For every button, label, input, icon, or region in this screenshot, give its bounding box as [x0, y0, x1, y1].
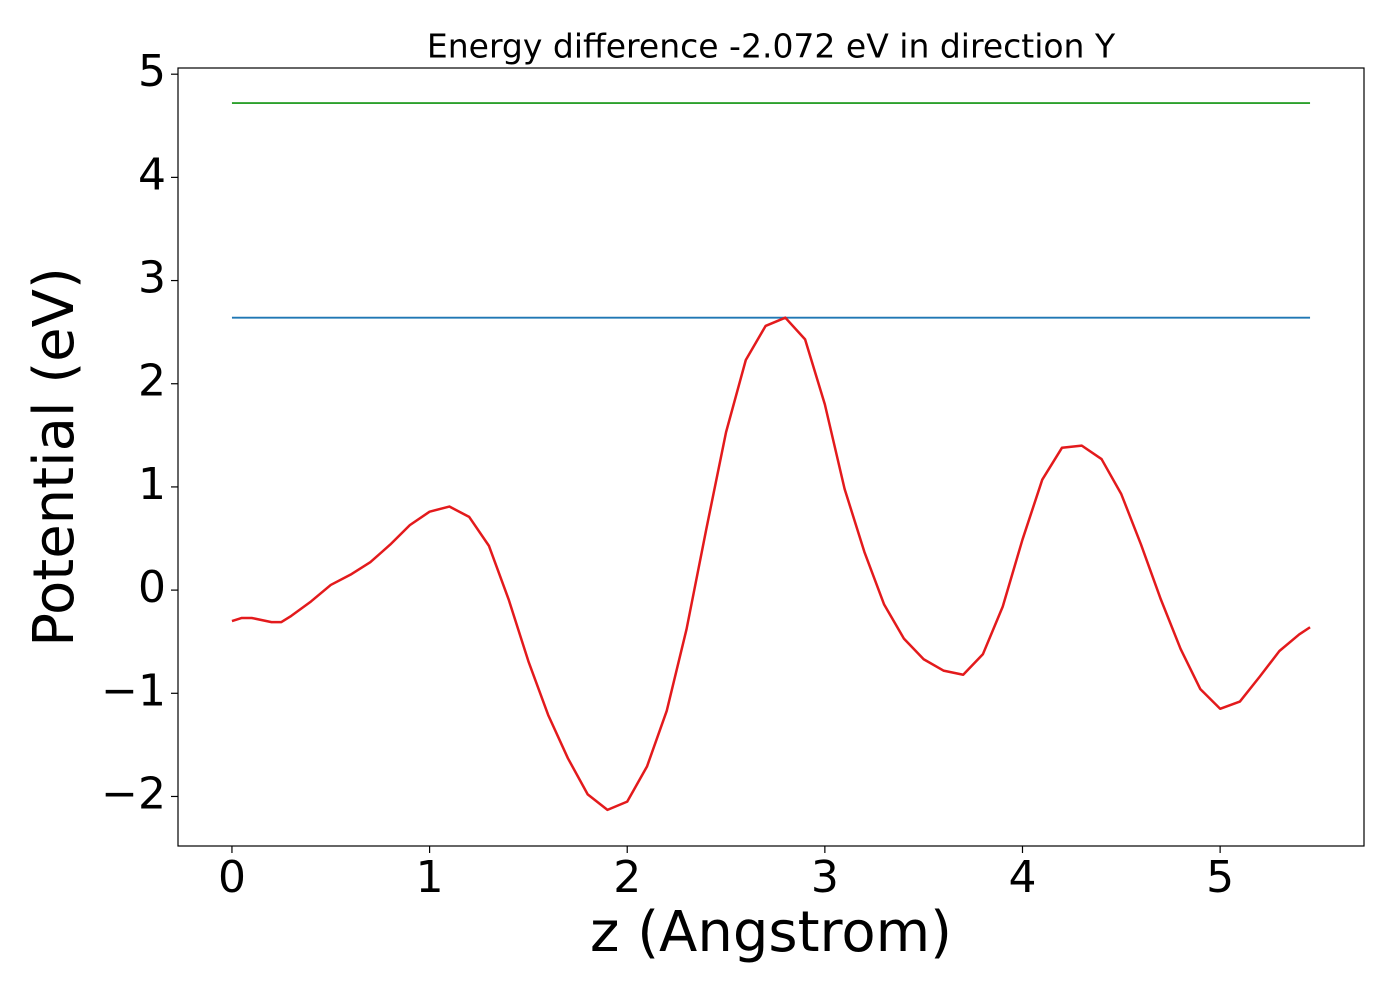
y-tick-label: 3	[138, 253, 166, 304]
x-tick-label: 1	[416, 852, 444, 903]
y-tick-label: 5	[138, 46, 166, 97]
y-axis-label: Potential (eV)	[22, 267, 87, 647]
x-tick-label: 2	[613, 852, 641, 903]
chart-title: Energy difference -2.072 eV in direction…	[427, 27, 1116, 66]
y-tick-label: −1	[101, 665, 166, 716]
x-tick-label: 5	[1206, 852, 1234, 903]
y-tick-label: 1	[138, 459, 166, 510]
data-line	[231, 316, 1311, 812]
x-tick-label: 4	[1008, 852, 1036, 903]
plot-frame	[177, 67, 1365, 847]
x-axis-label: z (Angstrom)	[590, 900, 952, 965]
x-tick-label: 3	[811, 852, 839, 903]
x-tick-label: 0	[218, 852, 246, 903]
y-tick-label: 0	[138, 562, 166, 613]
y-tick-label: 4	[138, 149, 166, 200]
y-tick-label: −2	[101, 768, 166, 819]
y-tick-label: 2	[138, 356, 166, 407]
